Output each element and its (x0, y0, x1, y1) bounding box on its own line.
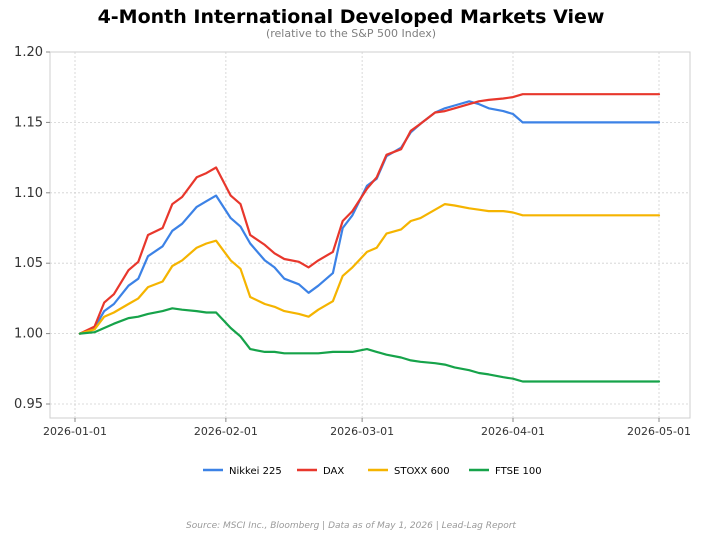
legend-label: Nikkei 225 (229, 466, 282, 477)
y-tick-label: 1.10 (14, 186, 43, 201)
y-tick-label: 1.20 (14, 45, 43, 60)
legend-label: DAX (323, 466, 344, 477)
plot-border (49, 51, 691, 419)
y-tick-label: 1.15 (14, 115, 43, 130)
series-line-dax (78, 93, 661, 335)
x-tick-label: 2026-03-01 (330, 425, 394, 438)
legend: Nikkei 225 DAX STOXX 600 FTSE 100 (203, 466, 542, 477)
chart-title: 4-Month International Developed Markets … (97, 6, 605, 28)
x-axis: 2026-01-01 2026-02-01 2026-03-01 2026-04-01… (43, 418, 691, 438)
y-tick-label: 1.00 (14, 327, 43, 342)
plot-area (49, 51, 691, 419)
x-tick-label: 2026-04-01 (481, 425, 545, 438)
x-tick-label: 2026-02-01 (194, 425, 258, 438)
series-lines (78, 93, 661, 383)
x-tick-label: 2026-05-01 (627, 425, 691, 438)
chart-subtitle: (relative to the S&P 500 Index) (265, 27, 437, 40)
legend-label: FTSE 100 (495, 466, 542, 477)
x-tick-label: 2026-01-01 (43, 425, 107, 438)
source-note: Source: MSCI Inc., Bloomberg | Data as o… (186, 521, 516, 531)
series-line-stoxx-600 (78, 203, 661, 335)
y-axis: 0.95 1.00 1.05 1.10 1.15 1.20 (14, 45, 50, 412)
grid-lines (50, 51, 690, 418)
legend-label: STOXX 600 (394, 466, 450, 477)
series-line-ftse-100 (78, 307, 661, 383)
y-tick-label: 1.05 (14, 256, 43, 271)
y-tick-label: 0.95 (14, 397, 43, 412)
